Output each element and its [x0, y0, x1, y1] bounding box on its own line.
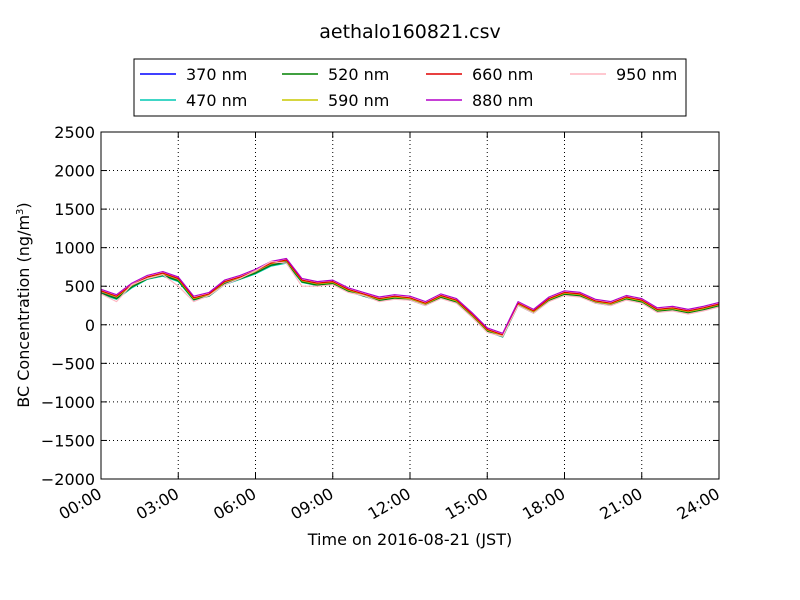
legend: 370 nm 470 nm 520 nm 590 nm 660 nm 880 nm 950 … [140, 65, 677, 110]
y-tick-label: −2000 [41, 470, 95, 489]
y-tick-label: 1500 [54, 200, 95, 219]
grid [101, 132, 719, 479]
y-axis-label-tail: ) [14, 202, 33, 208]
y-axis-label-sup: 3 [15, 209, 26, 215]
y-tick-label: 1000 [54, 239, 95, 258]
legend-label: 520 nm [328, 65, 389, 84]
x-tick-label: 12:00 [365, 484, 414, 524]
x-tick-label: 21:00 [596, 484, 645, 524]
x-tick-labels: 00:00 03:00 06:00 09:00 12:00 15:00 18:00 21:00… [56, 484, 723, 524]
series-line-590-nm [100, 260, 720, 337]
series-line-880-nm [100, 257, 720, 334]
y-tick-label: −500 [51, 354, 95, 373]
chart-title: aethalo160821.csv [319, 21, 501, 43]
x-tick-label: 15:00 [442, 484, 491, 524]
series-line-660-nm [100, 259, 720, 336]
y-tick-label: 2000 [54, 162, 95, 181]
legend-label: 370 nm [186, 65, 247, 84]
legend-label: 880 nm [472, 91, 533, 110]
y-tick-label: 500 [64, 277, 95, 296]
x-tick-label: 09:00 [287, 484, 336, 524]
y-tick-label: −1500 [41, 431, 95, 450]
y-axis-label-main: BC Concentration (ng/m [14, 215, 33, 408]
x-tick-label: 00:00 [56, 484, 105, 524]
x-tick-label: 24:00 [674, 484, 723, 524]
plot-series [100, 257, 720, 338]
legend-label: 660 nm [472, 65, 533, 84]
legend-label: 590 nm [328, 91, 389, 110]
legend-label: 470 nm [186, 91, 247, 110]
y-tick-labels: 2500 2000 1500 1000 500 0 −500 −1000 −1500 −2000 [41, 123, 95, 489]
x-tick-label: 18:00 [519, 484, 568, 524]
y-tick-label: 2500 [54, 123, 95, 142]
y-axis-label: BC Concentration (ng/m3) [14, 202, 33, 407]
legend-label: 950 nm [616, 65, 677, 84]
x-tick-label: 03:00 [133, 484, 182, 524]
series-line-950-nm [100, 260, 720, 337]
y-tick-label: 0 [85, 316, 95, 335]
axis-ticks [100, 131, 720, 480]
x-axis-label: Time on 2016-08-21 (JST) [307, 530, 512, 549]
x-tick-label: 06:00 [210, 484, 259, 524]
y-tick-label: −1000 [41, 393, 95, 412]
legend-box [133, 58, 687, 117]
